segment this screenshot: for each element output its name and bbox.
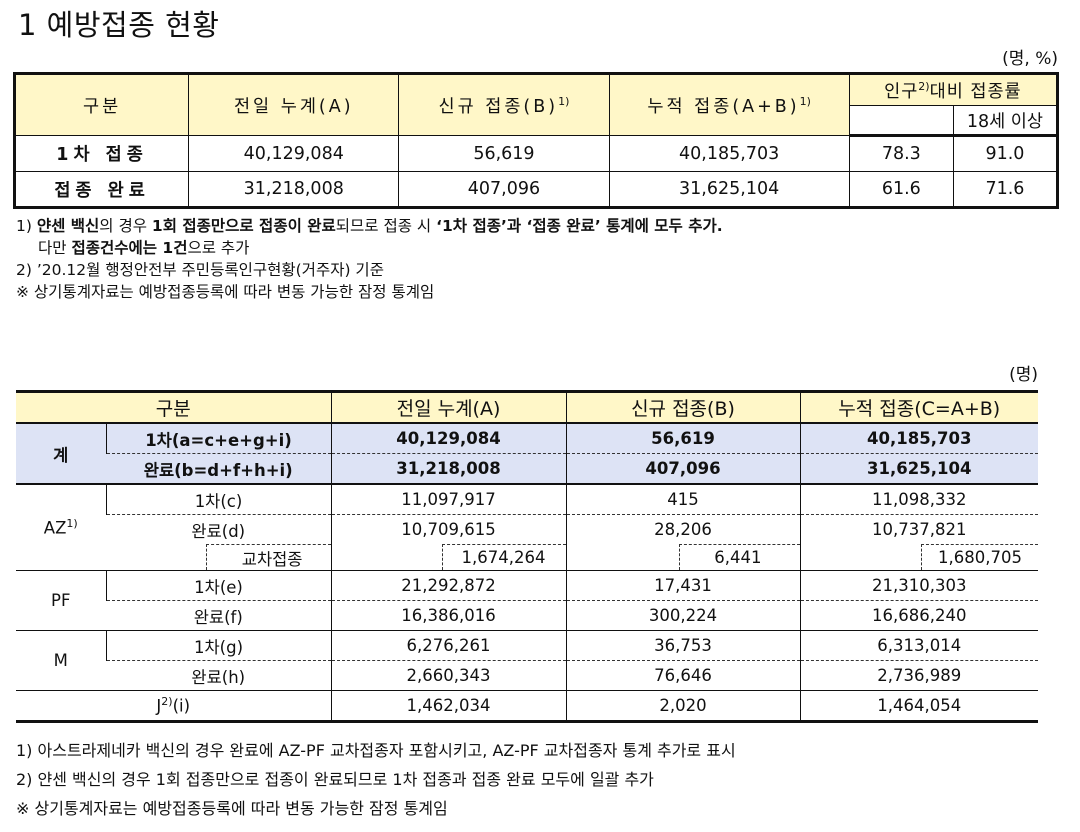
header-age18: 18세 이상 (952, 105, 1059, 137)
header-cumulative: 누적 접종(A+B)1) (608, 73, 850, 136)
vaccination-summary-table: 구분 전일 누계(A) 신규 접종(B)1) 누적 접종(A+B)1) 인구2)… (13, 72, 1059, 209)
table-row: 계 1차(a=c+e+g+i) 40,129,084 56,619 40,185… (16, 423, 1038, 485)
table-row: PF 1차(e) 21,292,872 17,431 21,310,303 (16, 570, 1038, 631)
header-cumulative: 누적 접종(C=A+B) (799, 390, 1038, 424)
note-1: 1) 아스트라제네카 백신의 경우 완료에 AZ-PF 교차접종자 포함시키고,… (16, 741, 736, 760)
table2-notes: 1) 아스트라제네카 백신의 경우 완료에 AZ-PF 교차접종자 포함시키고,… (16, 736, 736, 823)
note-3: ※ 상기통계자료는 예방접종등록에 따라 변동 가능한 잠정 통계임 (16, 283, 435, 301)
header-category: 구분 (16, 390, 331, 424)
group-pf: PF (16, 570, 106, 631)
table1-notes: 1) 얀센 백신의 경우 1회 접종만으로 접종이 완료되므로 접종 시 ‘1차… (16, 215, 723, 303)
header-prev-total: 전일 누계(A) (188, 73, 400, 136)
table-row: J2)(i) 1,462,034 2,020 1,464,054 (16, 690, 1038, 723)
note-1: 1) 얀센 백신의 경우 1회 접종만으로 접종이 완료되므로 접종 시 ‘1차… (16, 217, 723, 235)
table1-unit: (명, %) (1002, 49, 1058, 69)
table-row: AZ1) 1차(c) 11,097,917 415 11,098,332 (16, 484, 1038, 571)
header-new: 신규 접종(B) (565, 390, 800, 424)
table-row-cross: 교차접종 1,674,264 6,441 1,680,705 (16, 544, 1038, 571)
note-2: 2) ’20.12월 행정안전부 주민등록인구현황(거주자) 기준 (16, 261, 384, 279)
table-row: 완료(h) 2,660,343 76,646 2,736,989 (16, 660, 1038, 691)
group-total: 계 (16, 423, 106, 485)
page-title: 1 예방접종 현황 (18, 8, 220, 42)
table-row: M 1차(g) 6,276,261 36,753 6,313,014 (16, 630, 1038, 691)
table-row: 완료(b=d+f+h+i) 31,218,008 407,096 31,625,… (16, 453, 1038, 485)
table2-unit: (명) (1009, 365, 1038, 385)
group-j: J2)(i) (16, 690, 331, 723)
table-row: 완료(f) 16,386,016 300,224 16,686,240 (16, 600, 1038, 631)
note-1-cont: 다만 접종건수에는 1건으로 추가 (38, 239, 250, 257)
table-row: 1차 접종 40,129,084 56,619 40,185,703 78.3 … (13, 135, 1059, 172)
group-m: M (16, 630, 106, 691)
vaccine-type-table: 구분 전일 누계(A) 신규 접종(B) 누적 접종(C=A+B) 계 1차(a… (16, 390, 1038, 723)
note-3: ※ 상기통계자료는 예방접종등록에 따라 변동 가능한 잠정 통계임 (16, 799, 448, 818)
header-rate: 인구2)대비 접종률 (848, 73, 1059, 106)
group-az: AZ1) (16, 484, 106, 571)
table-row: 접종 완료 31,218,008 407,096 31,625,104 61.6… (13, 171, 1059, 208)
header-category: 구분 (13, 73, 190, 136)
note-2: 2) 얀센 백신의 경우 1회 접종만으로 접종이 완료되므로 1차 접종과 접… (16, 770, 654, 789)
header-prev-total: 전일 누계(A) (330, 390, 566, 424)
table-row: 완료(d) 10,709,615 28,206 10,737,821 (16, 514, 1038, 544)
header-new: 신규 접종(B)1) (398, 73, 610, 136)
